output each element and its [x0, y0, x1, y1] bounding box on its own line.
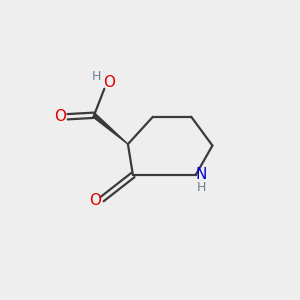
Text: O: O	[103, 75, 115, 90]
Text: O: O	[55, 109, 67, 124]
Text: H: H	[197, 181, 206, 194]
Text: O: O	[89, 193, 101, 208]
Polygon shape	[93, 114, 128, 144]
Text: N: N	[196, 167, 207, 182]
Text: H: H	[92, 70, 101, 83]
